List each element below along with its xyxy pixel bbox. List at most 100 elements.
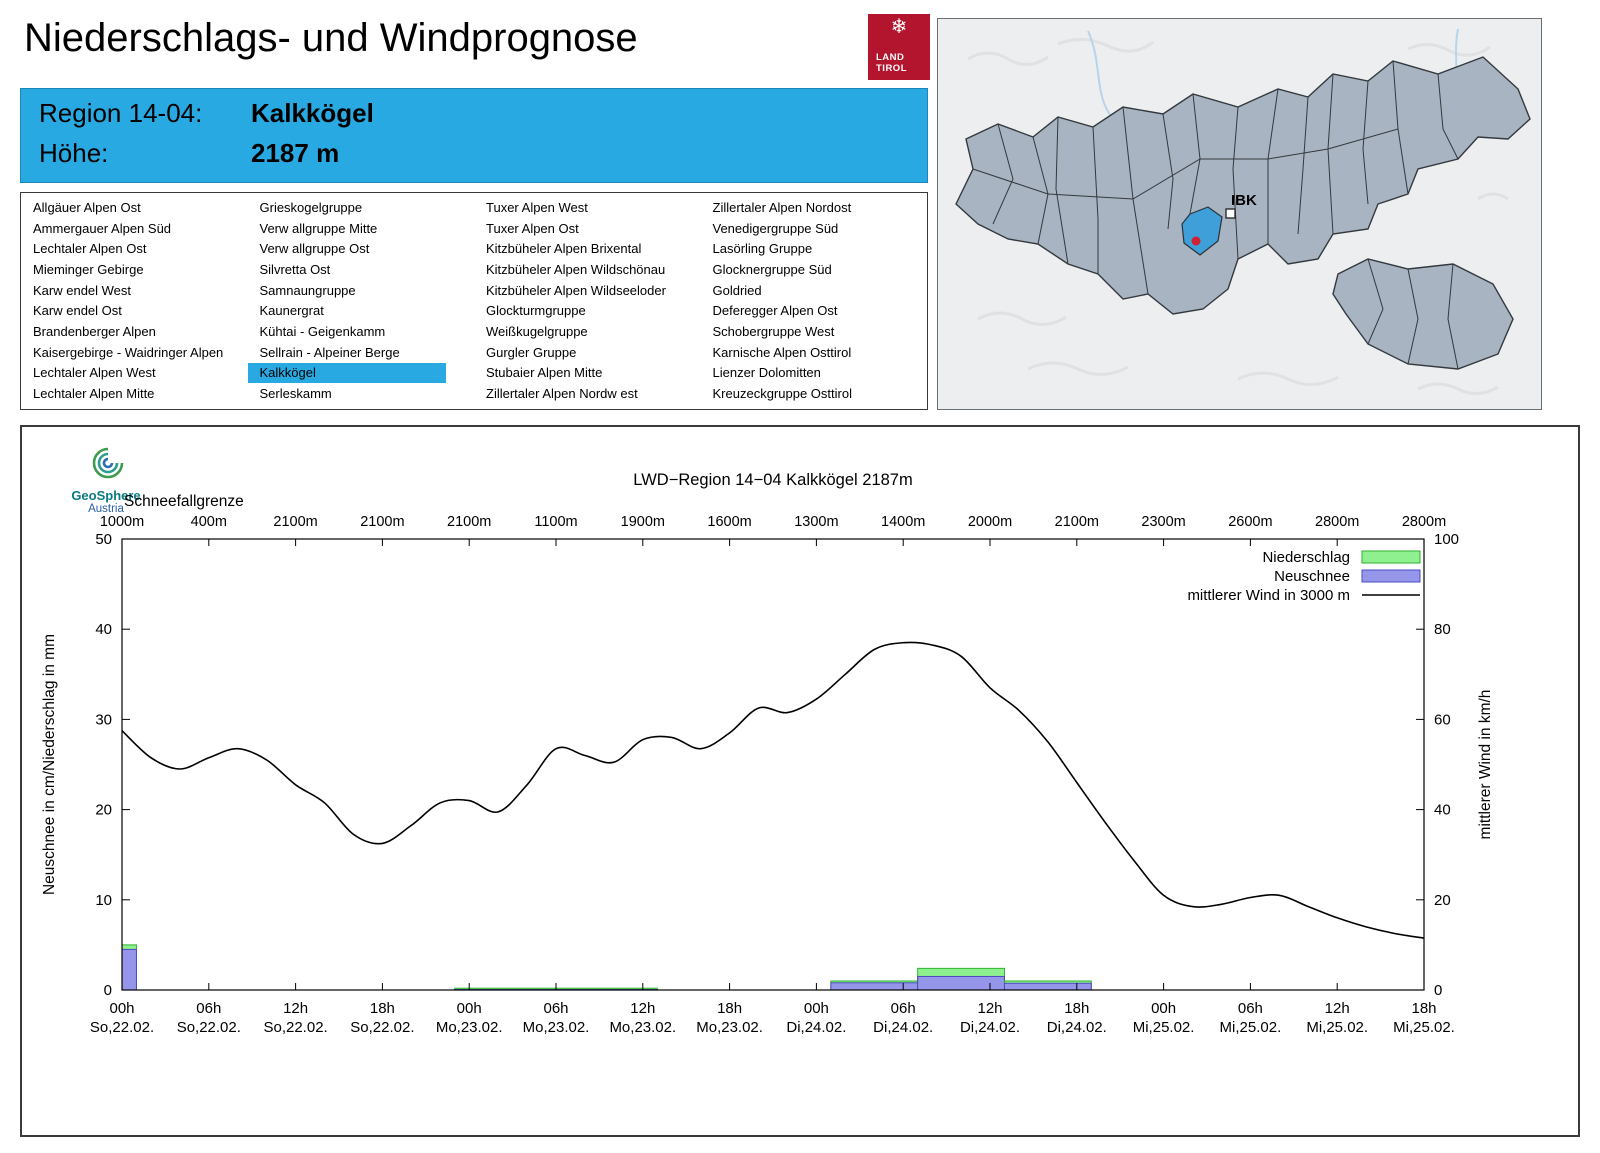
y-left-tick: 10 bbox=[95, 892, 112, 909]
tirol-map-svg: IBK bbox=[938, 19, 1541, 409]
region-list-item[interactable]: Zillertaler Alpen Nordw est bbox=[486, 385, 638, 401]
schneefallgrenze-value: 1400m bbox=[881, 514, 925, 530]
x-tick-time: 12h bbox=[1325, 1000, 1350, 1017]
region-list-item[interactable]: Kaunergrat bbox=[259, 303, 324, 319]
region-list-item[interactable]: Schobergruppe West bbox=[712, 323, 835, 339]
schneefallgrenze-value: 2800m bbox=[1402, 514, 1446, 530]
region-list-item[interactable]: Karw endel Ost bbox=[33, 303, 122, 319]
x-tick-date: Mi,25.02. bbox=[1306, 1019, 1368, 1036]
land-tirol-logo: ❄ LAND TIROL bbox=[868, 14, 930, 80]
y-left-tick: 20 bbox=[95, 802, 112, 819]
region-list-item[interactable]: Stubaier Alpen Mitte bbox=[486, 365, 603, 381]
altitude-value: 2187 m bbox=[251, 138, 340, 168]
right-axis-title: mittlerer Wind in km/h bbox=[1477, 690, 1494, 840]
geosphere-logo: GeoSphere Austria bbox=[58, 443, 154, 515]
x-tick-time: 12h bbox=[977, 1000, 1002, 1017]
x-tick-time: 06h bbox=[543, 1000, 568, 1017]
axes: 00h So,22.02. 06h So,22.02. 12h So,22.02. 18h S… bbox=[90, 531, 1459, 1036]
x-tick-time: 00h bbox=[457, 1000, 482, 1017]
region-list-item[interactable]: Silvretta Ost bbox=[259, 261, 331, 277]
region-row: Region 14-04: Kalkkögel bbox=[21, 98, 927, 129]
y-left-tick: 0 bbox=[104, 982, 112, 999]
x-tick-date: Di,24.02. bbox=[960, 1019, 1020, 1036]
region-list-item[interactable]: Venedigergruppe Süd bbox=[712, 220, 839, 236]
land-regions: IBK bbox=[955, 56, 1531, 370]
schneefallgrenze-row: Schneefallgrenze 1000m 400m 2100m 2100m 2100m… bbox=[100, 493, 1446, 530]
altitude-label: Höhe: bbox=[39, 138, 109, 168]
region-list-item[interactable]: Tuxer Alpen Ost bbox=[486, 220, 579, 236]
x-tick-date: So,22.02. bbox=[177, 1019, 241, 1036]
x-tick-time: 00h bbox=[109, 1000, 134, 1017]
precipitation-bars bbox=[121, 944, 1092, 991]
schneefallgrenze-value: 2800m bbox=[1315, 514, 1359, 530]
region-list-item[interactable]: Kitzbüheler Alpen Wildschönau bbox=[486, 261, 666, 277]
region-list-item[interactable]: Lechtaler Alpen West bbox=[33, 365, 156, 381]
schneefallgrenze-value: 1100m bbox=[534, 514, 577, 530]
region-list-item[interactable]: Brandenberger Alpen bbox=[33, 323, 156, 339]
region-list-item[interactable]: Lechtaler Alpen Ost bbox=[33, 241, 147, 257]
x-tick-date: Mo,23.02. bbox=[609, 1019, 676, 1036]
x-tick-time: 18h bbox=[717, 1000, 742, 1017]
schneefallgrenze-value: 2600m bbox=[1228, 514, 1272, 530]
y-right-tick: 0 bbox=[1434, 982, 1442, 999]
schneefallgrenze-value: 400m bbox=[191, 514, 227, 530]
y-right-tick: 20 bbox=[1434, 892, 1451, 909]
region-borders bbox=[972, 60, 1459, 370]
region-list-item[interactable]: Sellrain - Alpeiner Berge bbox=[259, 344, 400, 360]
region-list-item[interactable]: Serleskamm bbox=[259, 385, 332, 401]
legend-label: Neuschnee bbox=[1274, 568, 1350, 585]
schneefallgrenze-value: 1600m bbox=[707, 514, 751, 530]
plot-border bbox=[121, 538, 1425, 991]
x-tick-date: So,22.02. bbox=[263, 1019, 327, 1036]
legend-label: Niederschlag bbox=[1262, 549, 1350, 566]
region-list-item[interactable]: Zillertaler Alpen Nordost bbox=[712, 200, 852, 215]
x-tick-time: 06h bbox=[891, 1000, 916, 1017]
x-tick-time: 06h bbox=[196, 1000, 221, 1017]
region-list-item[interactable]: Kreuzeckgruppe Osttirol bbox=[712, 385, 852, 401]
region-list-item[interactable]: Lechtaler Alpen Mitte bbox=[33, 385, 155, 401]
region-list-item[interactable]: Ammergauer Alpen Süd bbox=[33, 220, 172, 236]
region-list-item[interactable]: Verw allgruppe Ost bbox=[259, 241, 370, 257]
region-list-item-selected[interactable]: Kalkkögel bbox=[247, 363, 446, 384]
region-list-item[interactable]: Verw allgruppe Mitte bbox=[259, 220, 378, 236]
region-list-item[interactable]: Mieminger Gebirge bbox=[33, 261, 144, 277]
region-list-item[interactable]: Kaisergebirge - Waidringer Alpen bbox=[33, 344, 224, 360]
legend-swatch bbox=[1361, 550, 1421, 564]
schneefallgrenze-value: 1300m bbox=[794, 514, 838, 530]
region-list-item[interactable]: Tuxer Alpen West bbox=[486, 200, 588, 215]
region-list-item[interactable]: Glockturmgruppe bbox=[486, 303, 586, 319]
region-list-item[interactable]: Kitzbüheler Alpen Brixental bbox=[486, 241, 642, 257]
x-tick-date: Mo,23.02. bbox=[523, 1019, 590, 1036]
tirol-map[interactable]: IBK bbox=[937, 18, 1542, 410]
y-right-tick: 40 bbox=[1434, 802, 1451, 819]
region-list-item[interactable]: Glocknergruppe Süd bbox=[712, 261, 832, 277]
land-tirol-logo-text: LAND TIROL bbox=[876, 52, 907, 74]
region-list-item[interactable]: Gurgler Gruppe bbox=[486, 344, 577, 360]
region-list-item[interactable]: Kitzbüheler Alpen Wildseeloder bbox=[486, 282, 666, 298]
region-list-item[interactable]: Weißkugelgruppe bbox=[486, 323, 588, 339]
region-list-item[interactable]: Kühtai - Geigenkamm bbox=[259, 323, 386, 339]
region-list-item[interactable]: Grieskogelgruppe bbox=[259, 200, 363, 215]
region-list-item[interactable]: Lienzer Dolomitten bbox=[712, 365, 821, 381]
schneefallgrenze-value: 1000m bbox=[100, 514, 144, 530]
region-list-item[interactable]: Lasörling Gruppe bbox=[712, 241, 813, 257]
region-list-item[interactable]: Deferegger Alpen Ost bbox=[712, 303, 838, 319]
geosphere-country: Austria bbox=[88, 503, 124, 515]
x-tick-time: 00h bbox=[804, 1000, 829, 1017]
x-tick-time: 18h bbox=[1411, 1000, 1436, 1017]
x-tick-date: Mo,23.02. bbox=[696, 1019, 763, 1036]
snowflake-icon: ❄ bbox=[890, 16, 908, 38]
region-column-4: Zillertaler Alpen Nordost Venedigergrupp… bbox=[701, 198, 928, 404]
region-list-item[interactable]: Karnische Alpen Osttirol bbox=[712, 344, 852, 360]
forecast-chart-panel: GeoSphere Austria 00h So,22.02. 06h So,22.0… bbox=[20, 425, 1580, 1137]
x-tick-time: 12h bbox=[283, 1000, 308, 1017]
region-list: Allgäuer Alpen Ost Ammergauer Alpen Süd … bbox=[20, 192, 928, 410]
schneefallgrenze-label: Schneefallgrenze bbox=[124, 493, 244, 510]
region-list-item[interactable]: Goldried bbox=[712, 282, 762, 298]
region-list-item[interactable]: Karw endel West bbox=[33, 282, 132, 298]
region-list-item[interactable]: Samnaungruppe bbox=[259, 282, 356, 298]
region-list-item[interactable]: Allgäuer Alpen Ost bbox=[33, 200, 141, 215]
ibk-marker bbox=[1225, 208, 1236, 219]
x-tick-date: Di,24.02. bbox=[873, 1019, 933, 1036]
